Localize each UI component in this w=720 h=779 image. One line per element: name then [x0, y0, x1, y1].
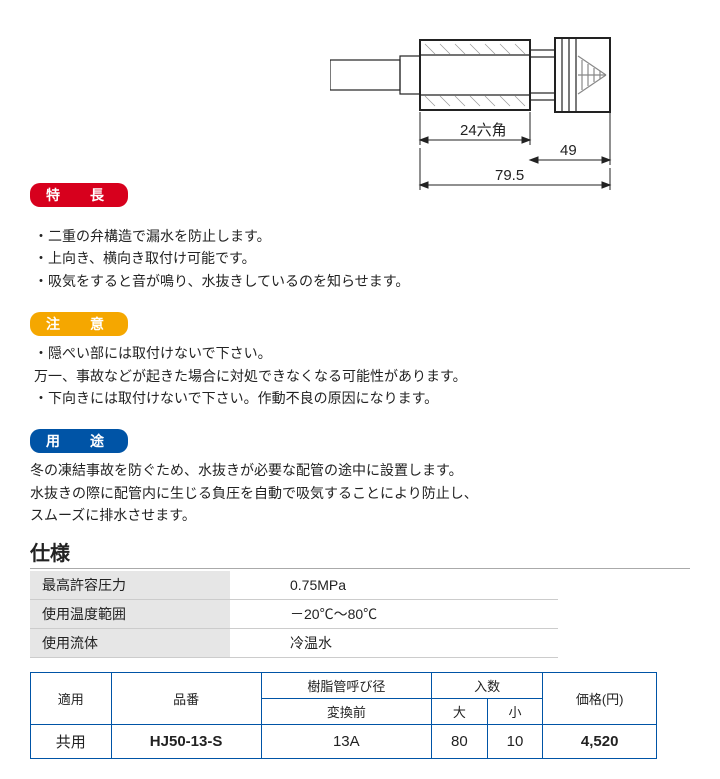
th-partno: 品番 [111, 672, 261, 724]
spec-value: 0.75MPa [230, 571, 558, 600]
feature-item: 吸気をすると音が鳴り、水抜きしているのを知らせます。 [34, 270, 690, 292]
th-apply: 適用 [31, 672, 112, 724]
product-table: 適用 品番 樹脂管呼び径 入数 価格(円) 変換前 大 小 共用 HJ50-13… [30, 672, 657, 759]
caution-list: 隠ぺい部には取付けないで下さい。 万一、事故などが起きた場合に対処できなくなる可… [30, 342, 690, 409]
td-price: 4,520 [543, 724, 657, 758]
th-pipe: 樹脂管呼び径 [261, 672, 432, 698]
th-pipe-sub: 変換前 [261, 698, 432, 724]
dim-hex-label: 24六角 [460, 122, 507, 139]
th-qty: 入数 [432, 672, 543, 698]
product-drawing: 24六角 49 79.5 [330, 20, 650, 220]
features-tag: 特 長 [30, 183, 128, 207]
spec-row: 最高許容圧力 0.75MPa [30, 571, 558, 600]
feature-item: 上向き、横向き取付け可能です。 [34, 247, 690, 269]
features-list: 二重の弁構造で漏水を防止します。 上向き、横向き取付け可能です。 吸気をすると音… [30, 225, 690, 292]
spec-value: 冷温水 [230, 628, 558, 657]
caution-item: 隠ぺい部には取付けないで下さい。 万一、事故などが起きた場合に対処できなくなる可… [34, 342, 690, 387]
usage-text: 冬の凍結事故を防ぐため、水抜きが必要な配管の途中に設置します。 水抜きの際に配管… [30, 459, 690, 526]
caution-tag: 注 意 [30, 312, 128, 336]
dim-79-5: 79.5 [495, 167, 524, 184]
td-qty-large: 80 [432, 724, 488, 758]
td-qty-small: 10 [487, 724, 543, 758]
product-row: 共用 HJ50-13-S 13A 80 10 4,520 [31, 724, 657, 758]
caution-item: 下向きには取付けないで下さい。作動不良の原因になります。 [34, 387, 690, 409]
spec-label: 最高許容圧力 [30, 571, 230, 600]
td-partno: HJ50-13-S [111, 724, 261, 758]
spec-table: 最高許容圧力 0.75MPa 使用温度範囲 －20℃～80℃ 使用流体 冷温水 [30, 571, 558, 658]
feature-item: 二重の弁構造で漏水を防止します。 [34, 225, 690, 247]
th-price: 価格(円) [543, 672, 657, 724]
spec-label: 使用流体 [30, 628, 230, 657]
spec-value: －20℃～80℃ [230, 599, 558, 628]
td-pipe: 13A [261, 724, 432, 758]
usage-tag: 用 途 [30, 429, 128, 453]
dim-49: 49 [560, 142, 577, 159]
td-apply: 共用 [31, 724, 112, 758]
spec-row: 使用温度範囲 －20℃～80℃ [30, 599, 558, 628]
spec-title: 仕様 [30, 537, 690, 569]
th-qty-small: 小 [487, 698, 543, 724]
th-qty-large: 大 [432, 698, 488, 724]
spec-row: 使用流体 冷温水 [30, 628, 558, 657]
spec-label: 使用温度範囲 [30, 599, 230, 628]
